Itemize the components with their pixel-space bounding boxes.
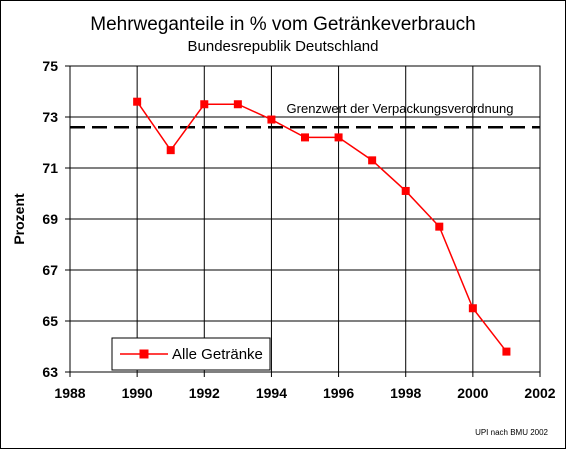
series-line <box>136 101 508 353</box>
legend-entry-label: Alle Getränke <box>172 346 263 363</box>
data-point-marker <box>401 186 410 195</box>
legend: Alle Getränke <box>111 337 271 371</box>
y-axis-label: Prozent <box>11 193 27 245</box>
data-point-marker <box>334 133 343 142</box>
source-credit: UPI nach BMU 2002 <box>475 428 548 437</box>
x-tick-label: 1992 <box>189 385 220 401</box>
x-tick-label: 1996 <box>323 385 354 401</box>
x-tick-label: 1988 <box>54 385 85 401</box>
y-tick-label: 67 <box>42 262 58 278</box>
data-point-marker <box>468 304 477 313</box>
data-point-marker <box>435 222 444 231</box>
x-tick-label: 2000 <box>457 385 488 401</box>
chart-title: Mehrweganteile in % vom Getränkeverbrauc… <box>90 14 476 35</box>
y-tick-label: 75 <box>42 58 58 74</box>
x-tick-label: 1994 <box>256 385 287 401</box>
x-tick-label: 1998 <box>390 385 421 401</box>
y-tick-label: 73 <box>42 109 58 125</box>
data-point-marker <box>133 97 142 106</box>
data-point-marker <box>301 133 309 142</box>
x-tick-label: 2002 <box>524 385 555 401</box>
data-point-marker <box>166 146 175 155</box>
legend-marker <box>139 349 149 359</box>
y-tick-label: 65 <box>42 313 58 329</box>
y-tick-label: 69 <box>42 211 58 227</box>
data-point-marker <box>233 100 242 109</box>
x-tick-label: 1990 <box>122 385 153 401</box>
y-tick-label: 71 <box>42 160 58 176</box>
y-tick-label: 63 <box>42 364 58 380</box>
reference-line-label: Grenzwert der Verpackungsverordnung <box>287 101 514 116</box>
data-point-marker <box>368 156 377 165</box>
chart-subtitle: Bundesrepublik Deutschland <box>187 38 379 55</box>
data-point-marker <box>502 347 511 356</box>
data-point-marker <box>267 115 276 124</box>
data-point-marker <box>200 100 209 109</box>
